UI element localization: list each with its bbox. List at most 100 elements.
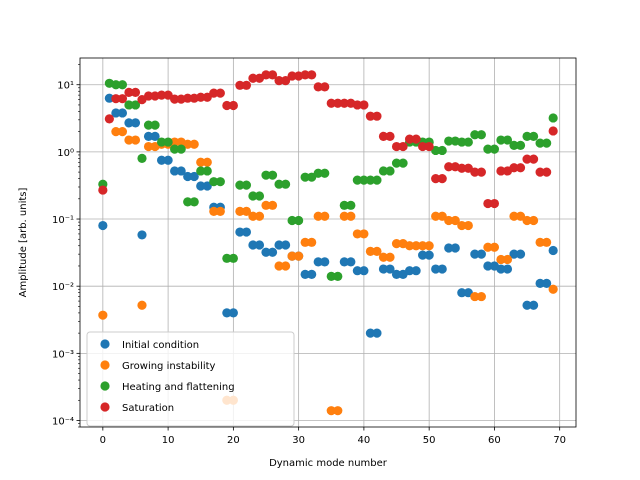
series-saturation xyxy=(98,70,558,209)
data-point xyxy=(326,98,336,108)
data-point xyxy=(313,82,323,92)
data-point xyxy=(457,288,467,298)
data-point xyxy=(457,220,467,231)
data-point xyxy=(385,264,395,274)
data-point xyxy=(476,167,486,177)
data-point xyxy=(483,242,493,252)
data-point xyxy=(470,130,480,140)
data-point xyxy=(385,166,395,176)
data-point xyxy=(235,206,245,216)
data-point xyxy=(372,246,382,256)
data-point xyxy=(267,170,278,180)
data-point xyxy=(339,98,349,108)
data-point xyxy=(483,261,493,271)
data-point xyxy=(522,131,532,142)
data-point xyxy=(509,163,519,173)
data-point xyxy=(307,269,317,279)
data-point xyxy=(326,271,336,281)
y-tick-label: 10⁻¹ xyxy=(52,215,74,226)
y-tick-label: 10⁻³ xyxy=(52,349,74,360)
data-point xyxy=(339,211,349,221)
data-point xyxy=(287,251,297,261)
data-point xyxy=(300,269,310,279)
legend-marker xyxy=(100,381,110,391)
data-point xyxy=(391,269,402,279)
legend-marker xyxy=(100,339,110,349)
data-point xyxy=(411,134,421,144)
data-point xyxy=(196,92,206,102)
data-point xyxy=(320,257,330,267)
data-point xyxy=(183,197,193,207)
data-point xyxy=(496,254,506,265)
data-point xyxy=(150,131,160,142)
data-point xyxy=(320,211,330,221)
data-point xyxy=(189,197,199,207)
data-point xyxy=(196,166,206,176)
data-point xyxy=(137,300,147,310)
data-point xyxy=(437,174,447,184)
y-axis-label: Amplitude [arb. units] xyxy=(18,188,29,298)
data-point xyxy=(124,118,134,128)
data-point xyxy=(385,252,395,262)
data-point xyxy=(359,100,369,110)
data-point xyxy=(241,227,252,237)
data-point xyxy=(170,137,180,147)
data-point xyxy=(333,406,343,416)
legend-marker xyxy=(100,360,110,370)
data-point xyxy=(222,308,232,318)
data-point xyxy=(170,144,180,154)
data-point xyxy=(522,215,532,226)
data-point xyxy=(431,264,441,274)
data-point xyxy=(320,82,330,92)
data-point xyxy=(372,328,382,338)
data-point xyxy=(378,166,389,176)
data-point xyxy=(300,237,310,247)
data-point xyxy=(254,211,265,221)
data-point xyxy=(235,227,245,237)
data-point xyxy=(542,167,552,177)
data-point xyxy=(189,139,199,149)
data-point xyxy=(424,141,434,152)
data-point xyxy=(267,200,278,210)
data-point xyxy=(209,206,219,216)
data-point xyxy=(515,249,526,259)
data-point xyxy=(248,191,258,201)
y-tick-label: 10⁻⁴ xyxy=(52,416,74,427)
data-point xyxy=(117,108,128,118)
data-point xyxy=(385,131,395,142)
data-point xyxy=(313,257,323,267)
data-point xyxy=(483,198,493,209)
data-point xyxy=(509,140,519,150)
data-point xyxy=(431,211,441,221)
y-tick-label: 10¹ xyxy=(57,81,74,92)
data-point xyxy=(339,257,349,267)
x-tick-label: 20 xyxy=(227,435,240,446)
series-heating-and-flattening xyxy=(98,78,558,281)
data-point xyxy=(111,108,121,118)
data-point xyxy=(470,167,480,177)
data-point xyxy=(98,185,108,195)
legend-label: Saturation xyxy=(122,403,174,414)
data-point xyxy=(176,166,186,176)
data-point xyxy=(444,162,454,172)
data-point xyxy=(202,166,212,176)
data-point xyxy=(365,246,376,256)
data-point xyxy=(352,266,362,276)
data-point xyxy=(378,264,389,274)
data-point xyxy=(274,76,284,86)
data-point xyxy=(548,126,558,136)
data-point xyxy=(143,120,154,130)
data-point xyxy=(261,170,271,180)
data-point xyxy=(280,240,291,250)
data-point xyxy=(528,154,539,164)
data-point xyxy=(346,257,356,267)
data-point xyxy=(528,215,539,226)
data-point xyxy=(522,300,532,310)
data-point xyxy=(542,278,552,289)
data-point xyxy=(274,240,284,250)
data-point xyxy=(280,261,291,271)
x-axis-label: Dynamic mode number xyxy=(269,458,388,469)
data-point xyxy=(274,179,284,189)
data-point xyxy=(339,200,349,210)
legend-marker xyxy=(100,402,110,412)
